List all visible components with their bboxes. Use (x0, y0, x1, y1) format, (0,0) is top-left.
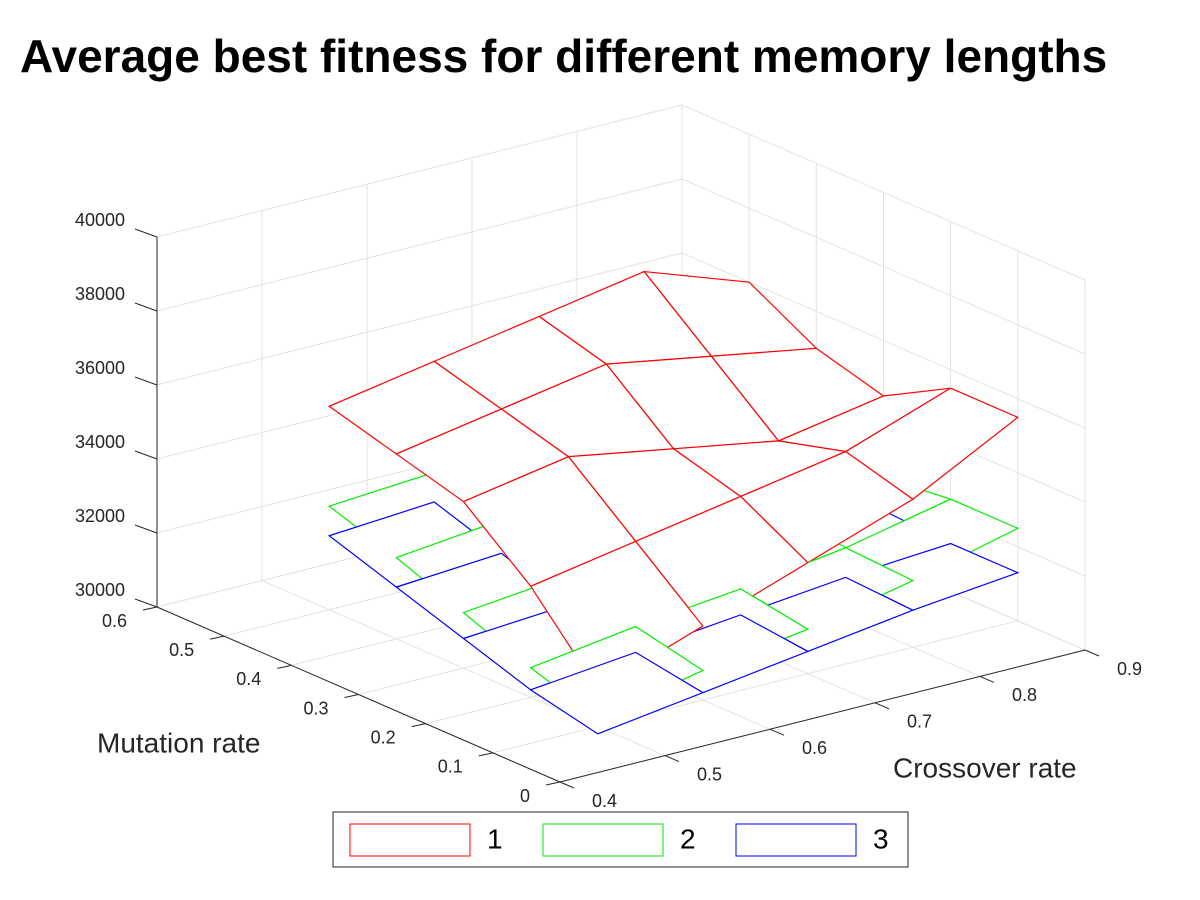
y-tick (545, 781, 561, 786)
x-tick (979, 675, 995, 683)
x-tick-label: 0.8 (1012, 685, 1037, 705)
y-tick (210, 635, 225, 640)
legend-label: 2 (680, 823, 696, 854)
x-tick-label: 0.4 (592, 791, 617, 811)
z-tick-label: 36000 (75, 358, 125, 378)
x-tick (664, 755, 680, 763)
legend (332, 811, 909, 868)
y-tick (344, 694, 359, 698)
x-tick-label: 0.6 (802, 738, 827, 758)
y-tick (478, 752, 493, 757)
y-tick-label: 0.2 (371, 727, 396, 747)
y-tick (411, 723, 426, 728)
y-tick-label: 0.4 (236, 669, 261, 689)
z-tick (134, 302, 158, 312)
legend-swatch (542, 823, 664, 857)
z-tick (134, 450, 158, 460)
chart-title: Average best fitness for different memor… (20, 30, 1107, 82)
x-tick-label: 0.7 (907, 712, 932, 732)
legend-swatch (735, 823, 857, 857)
legend-swatch (349, 823, 471, 857)
grid-line (492, 250, 1019, 754)
z-tick (134, 376, 158, 386)
y-tick-label: 0 (520, 786, 530, 806)
x-tick-label: 0.5 (697, 764, 722, 784)
grid-line (156, 104, 1086, 281)
x-tick (1084, 649, 1100, 657)
y-tick-label: 0.5 (169, 640, 194, 660)
z-tick (134, 598, 158, 608)
z-tick-label: 38000 (75, 284, 125, 304)
z-tick (134, 228, 158, 238)
x-tick (769, 728, 785, 736)
y-tick-label: 0.6 (102, 611, 127, 631)
z-tick-label: 32000 (75, 506, 125, 526)
legend-label: 1 (487, 823, 503, 854)
x-tick (874, 702, 890, 710)
y-tick-label: 0.1 (438, 757, 463, 777)
x-tick (559, 781, 575, 789)
x-tick-label: 0.9 (1117, 659, 1142, 679)
z-tick-label: 34000 (75, 432, 125, 452)
z-tick (134, 524, 158, 534)
z-tick-label: 40000 (75, 210, 125, 230)
x-axis-label: Crossover rate (893, 752, 1077, 783)
x-axis (559, 649, 1086, 783)
z-tick-label: 30000 (75, 580, 125, 600)
y-tick (277, 664, 292, 669)
legend-label: 3 (873, 823, 889, 854)
y-tick (142, 606, 158, 611)
y-axis-label: Mutation rate (97, 727, 260, 758)
y-tick-label: 0.3 (303, 698, 328, 718)
surface-cell (529, 651, 705, 735)
